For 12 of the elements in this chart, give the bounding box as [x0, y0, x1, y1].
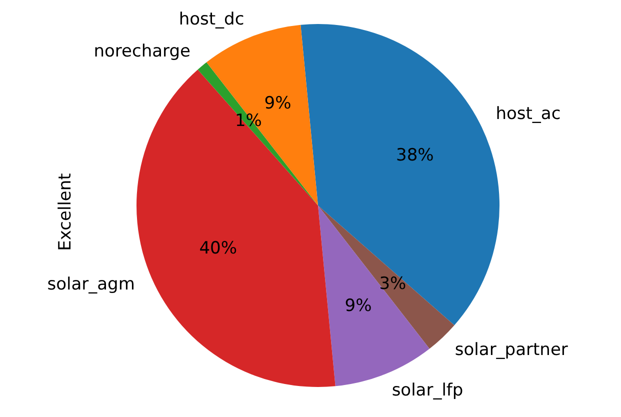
data-label: 9% — [264, 94, 292, 114]
data-label: 40% — [199, 238, 238, 258]
data-label: 9% — [344, 296, 372, 316]
slice-label: solar_agm — [47, 274, 135, 295]
slice-label: solar_lfp — [392, 380, 464, 400]
text: Excellent — [55, 172, 76, 251]
data-label: 3% — [379, 274, 406, 294]
slice-label: host_ac — [496, 104, 561, 124]
slice-label: solar_partner — [454, 340, 568, 360]
data-label: 38% — [396, 145, 434, 166]
slice-label: host_dc — [178, 9, 244, 30]
slice-label: norecharge — [94, 41, 190, 62]
